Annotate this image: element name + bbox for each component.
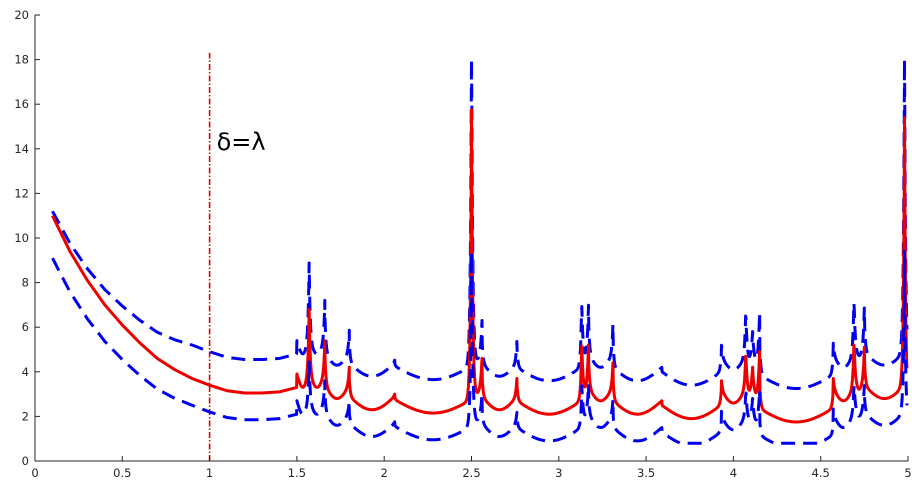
- series-line-lower: [51, 249, 909, 445]
- x-tick-label: 5: [904, 466, 911, 480]
- x-tick-label: 1: [206, 466, 213, 480]
- x-tick-label: 4.5: [812, 466, 830, 480]
- series-line-upper: [51, 58, 909, 390]
- x-tick-label: 2.5: [462, 466, 480, 480]
- y-tick-label: 20: [14, 8, 29, 22]
- y-tick-label: 4: [22, 365, 29, 379]
- y-tick-label: 8: [22, 276, 29, 290]
- annotation-delta-lambda: δ=λ: [217, 128, 266, 156]
- x-ticks: 0 0.5 1 1.5 2 2.5 3 3.5 4 4.5 5: [31, 456, 912, 480]
- y-tick-label: 16: [14, 97, 29, 111]
- y-tick-label: 0: [22, 454, 29, 468]
- plot-lines: [51, 52, 909, 461]
- x-tick-label: 3.5: [637, 466, 655, 480]
- y-tick-label: 12: [14, 186, 29, 200]
- x-tick-label: 0.5: [113, 466, 131, 480]
- y-ticks: 0 2 4 6 8 10 12 14 16 18 20: [14, 8, 40, 468]
- x-tick-label: 3: [555, 466, 562, 480]
- x-tick-label: 0: [31, 466, 38, 480]
- y-tick-label: 6: [22, 320, 29, 334]
- y-tick-label: 10: [14, 231, 29, 245]
- x-tick-label: 1.5: [288, 466, 306, 480]
- series-line-middle: [51, 108, 909, 424]
- x-tick-label: 2: [381, 466, 388, 480]
- y-tick-label: 18: [14, 53, 29, 67]
- y-tick-label: 2: [22, 409, 29, 423]
- y-tick-label: 14: [14, 142, 29, 156]
- x-tick-label: 4: [730, 466, 737, 480]
